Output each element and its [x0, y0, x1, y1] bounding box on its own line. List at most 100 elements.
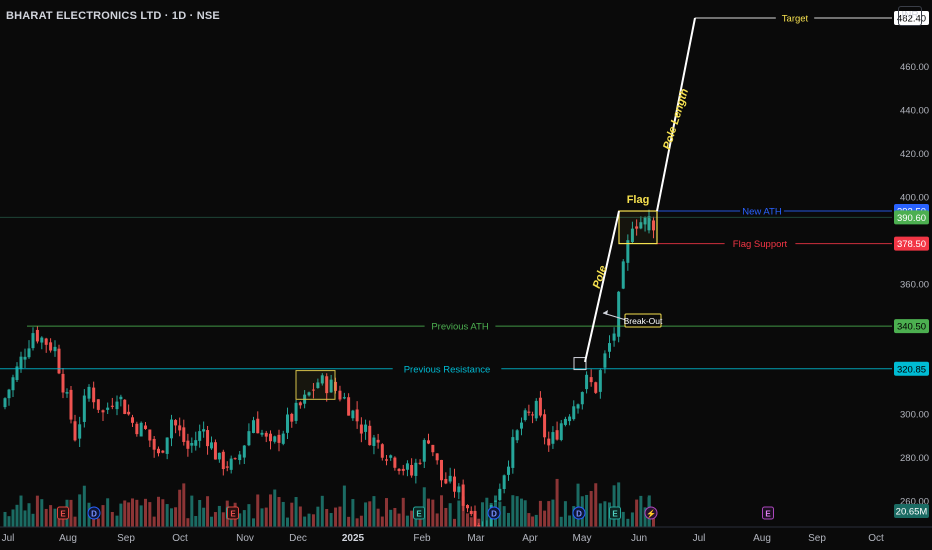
price-level-badge[interactable] — [894, 236, 929, 251]
pole-length-line[interactable] — [656, 17, 696, 212]
candle-body — [174, 420, 178, 426]
candle-body — [617, 291, 621, 337]
volume-bar — [523, 500, 527, 527]
volume-bar — [507, 512, 510, 527]
candle-body — [397, 468, 401, 471]
candle-body — [621, 261, 625, 289]
candle-body — [69, 389, 73, 420]
candle-body — [92, 387, 96, 403]
volume-bar — [31, 513, 35, 527]
volume-bar — [186, 518, 190, 527]
volume-bar — [435, 513, 439, 527]
time-tick-label: Dec — [289, 533, 307, 544]
price-level-badge[interactable] — [894, 319, 929, 334]
event-marker-glyph: D — [491, 509, 497, 518]
volume-bar — [260, 508, 264, 527]
time-axis[interactable]: Jul Aug Sep Oct Nov Dec 2025 Feb Mar Apr May Jun Jul… — [0, 526, 932, 550]
earnings-marker-icon[interactable] — [609, 506, 621, 520]
candle-body — [448, 475, 452, 482]
price-axis[interactable]: 240.00260.00280.00300.00320.00340.00360.… — [894, 0, 932, 550]
candle-body — [11, 377, 15, 391]
candle-body — [453, 476, 456, 492]
split-marker-icon[interactable] — [644, 506, 658, 520]
volume-bar — [568, 515, 572, 527]
volume-bar — [414, 512, 418, 527]
price-level-badge[interactable] — [894, 11, 929, 26]
currency-button[interactable]: INR — [898, 6, 922, 26]
volume-bar — [320, 495, 324, 527]
volume-bar — [252, 518, 255, 527]
dividend-marker-icon[interactable] — [487, 506, 501, 520]
breakout-callout[interactable] — [624, 313, 662, 328]
volume-bar — [351, 499, 355, 527]
candle-body — [294, 402, 298, 421]
earnings-marker-icon[interactable] — [57, 506, 69, 520]
candle-body — [256, 418, 260, 434]
price-level-badge[interactable] — [894, 361, 929, 376]
price-level-badge-label: 390.60 — [897, 213, 926, 224]
volume-bar — [603, 501, 607, 527]
candle-body — [440, 459, 443, 481]
earnings-marker-icon[interactable] — [413, 506, 425, 520]
volume-bar — [485, 497, 489, 527]
candle-body — [229, 458, 233, 470]
candle-body — [165, 437, 169, 454]
volume-bar — [23, 510, 27, 527]
volume-bar — [174, 507, 178, 527]
volume-bar — [229, 513, 233, 527]
volume-bar — [110, 511, 114, 527]
volume-bar — [135, 499, 139, 527]
volume-bar — [27, 503, 31, 527]
volume-badge[interactable] — [894, 504, 929, 518]
candle-body — [563, 418, 567, 425]
price-level-badge-label: 482.40 — [897, 14, 926, 25]
volume-bar — [594, 483, 598, 527]
time-tick-label: Mar — [467, 533, 485, 544]
candle-body — [101, 410, 105, 413]
volume-bar — [453, 518, 456, 527]
breakout-box[interactable] — [573, 357, 587, 371]
dividend-marker-icon[interactable] — [87, 506, 101, 520]
pole-line[interactable] — [584, 210, 620, 363]
volume-bar — [359, 515, 363, 527]
event-marker-glyph: E — [612, 509, 618, 518]
volume-bar — [531, 516, 535, 527]
level-label-bg — [424, 320, 496, 333]
volume-bar — [78, 494, 82, 527]
flag-box[interactable] — [618, 210, 658, 245]
candle-body — [325, 376, 329, 394]
earnings-marker-icon[interactable] — [762, 506, 774, 520]
candle-body — [538, 397, 542, 416]
candle-body — [635, 226, 639, 229]
volume-bar — [563, 501, 567, 527]
candle-body — [457, 486, 461, 493]
candle-body — [290, 413, 294, 422]
earnings-marker-icon[interactable] — [227, 506, 239, 520]
candle-body — [359, 424, 363, 434]
consolidation-box[interactable] — [295, 370, 336, 400]
volume-bar — [290, 502, 294, 527]
volume-bar — [210, 516, 213, 527]
volume-bar — [427, 498, 430, 527]
price-level-badge[interactable] — [894, 210, 929, 225]
candle-body — [380, 444, 384, 458]
candle-body — [49, 342, 53, 351]
level-label: Previous Resistance — [404, 364, 491, 375]
candle-body — [515, 430, 519, 441]
volume-bar — [502, 506, 506, 527]
volume-bar — [444, 507, 448, 527]
candle-body — [23, 356, 27, 360]
price-tick-label: 460.00 — [900, 62, 929, 73]
volume-bar — [119, 503, 123, 527]
volume-bar — [221, 512, 225, 527]
candle-body — [494, 500, 497, 502]
dividend-marker-icon[interactable] — [572, 506, 586, 520]
volume-bar — [19, 495, 23, 527]
candle-body — [152, 438, 156, 450]
candle-body — [547, 438, 551, 446]
candle-body — [427, 440, 430, 444]
volume-bar — [626, 518, 630, 527]
time-tick-label: Jul — [693, 533, 706, 544]
volume-bar — [431, 499, 435, 527]
